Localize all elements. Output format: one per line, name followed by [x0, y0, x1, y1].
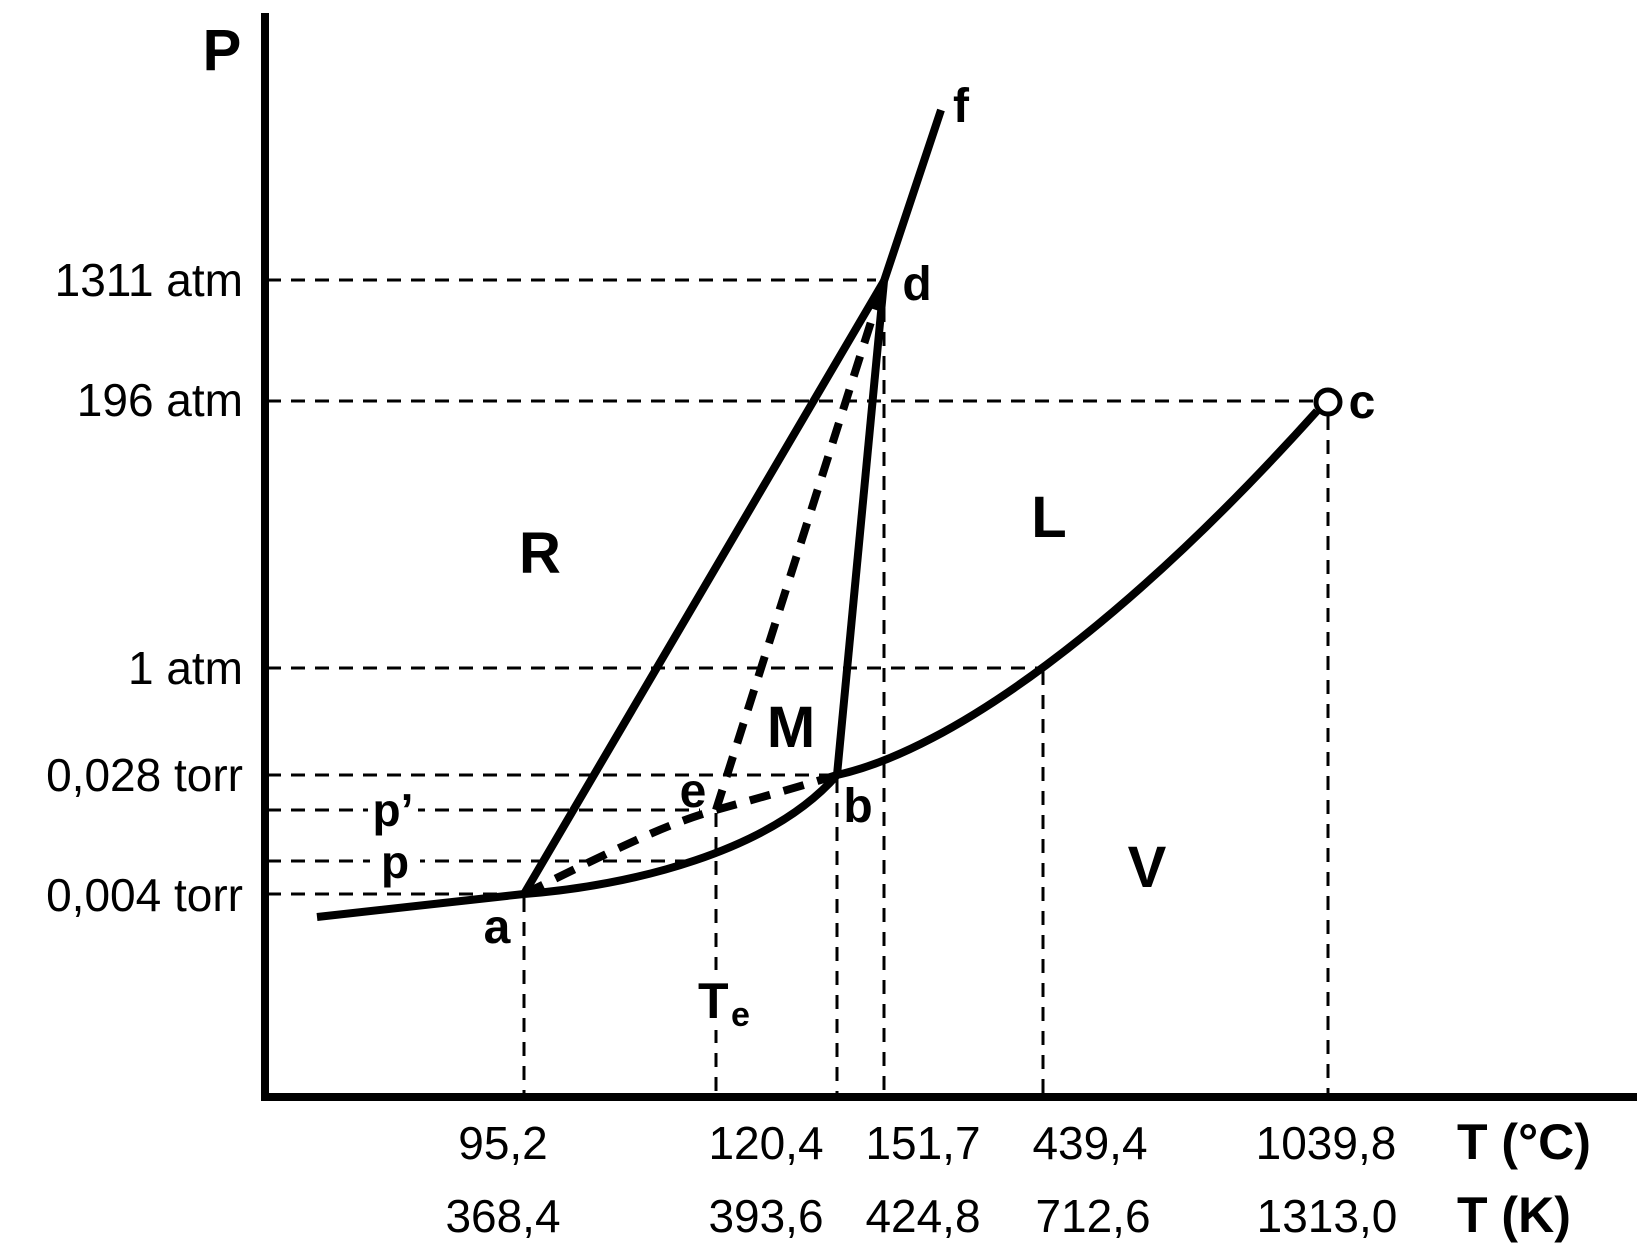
- tick-k-368-4: 368,4: [445, 1190, 560, 1242]
- point-labels: a b c d e f: [484, 80, 1376, 954]
- curve-a-e-b-dashed: [522, 771, 839, 898]
- celsius-tick-labels: 95,2 120,4 151,7 439,4 1039,8 T (°C): [458, 1114, 1591, 1170]
- tick-k-393-6: 393,6: [708, 1190, 823, 1242]
- stable-curves: [316, 108, 1320, 921]
- curve-b-d: [833, 280, 888, 776]
- pressure-tick-labels: 1311 atm 196 atm 1 atm 0,028 torr 0,004 …: [46, 254, 243, 921]
- tick-k-1313-0: 1313,0: [1257, 1190, 1398, 1242]
- region-liquid: L: [1031, 485, 1066, 550]
- region-rhombic: R: [519, 521, 561, 586]
- vertical-guide-lines: [522, 284, 1330, 1094]
- te-label-base: T: [698, 973, 729, 1029]
- label-0028-torr: 0,028 torr: [46, 749, 243, 801]
- label-backgrounds: [368, 788, 754, 1030]
- label-1-atm: 1 atm: [128, 642, 243, 694]
- curve-e-d-dashed: [712, 279, 888, 812]
- label-point-d: d: [902, 258, 931, 311]
- te-label-bg: [690, 970, 754, 1030]
- tick-k-712-6: 712,6: [1035, 1190, 1150, 1242]
- label-point-c: c: [1349, 376, 1376, 429]
- label-point-e: e: [680, 765, 707, 818]
- label-point-b: b: [843, 780, 872, 833]
- x-axis-unit-kelvin: T (K): [1457, 1187, 1571, 1243]
- horizontal-guide-lines: [267, 278, 1314, 896]
- label-p-prime: p’: [373, 784, 414, 836]
- x-axis-unit-celsius: T (°C): [1457, 1114, 1591, 1170]
- region-vapor: V: [1128, 835, 1167, 900]
- curve-d-f: [880, 108, 945, 283]
- tick-c-120-4: 120,4: [708, 1117, 823, 1169]
- label-p: p: [381, 836, 409, 888]
- sublimation-vaporization-curve: [316, 408, 1320, 921]
- tick-k-424-8: 424,8: [865, 1190, 980, 1242]
- p-label-bg: [370, 840, 420, 888]
- tick-c-151-7: 151,7: [865, 1117, 980, 1169]
- label-point-a: a: [484, 901, 511, 954]
- te-label-subscript: e: [731, 996, 750, 1034]
- te-label: T e: [698, 973, 750, 1034]
- tick-c-1039-8: 1039,8: [1256, 1117, 1397, 1169]
- label-196-atm: 196 atm: [77, 374, 243, 426]
- label-point-f: f: [953, 80, 970, 133]
- region-monoclinic: M: [767, 695, 815, 760]
- y-axis-title: P: [203, 18, 242, 83]
- metastable-curves: [522, 279, 888, 898]
- curve-a-d: [520, 278, 888, 897]
- region-labels: R M L V: [519, 485, 1167, 900]
- critical-point-marker: [1313, 387, 1343, 417]
- kelvin-tick-labels: 368,4 393,6 424,8 712,6 1313,0 T (K): [445, 1187, 1570, 1243]
- tick-c-95-2: 95,2: [458, 1117, 548, 1169]
- label-0004-torr: 0,004 torr: [46, 869, 243, 921]
- label-1311-atm: 1311 atm: [55, 254, 243, 306]
- tick-c-439-4: 439,4: [1032, 1117, 1147, 1169]
- pprime-label-bg: [368, 788, 418, 838]
